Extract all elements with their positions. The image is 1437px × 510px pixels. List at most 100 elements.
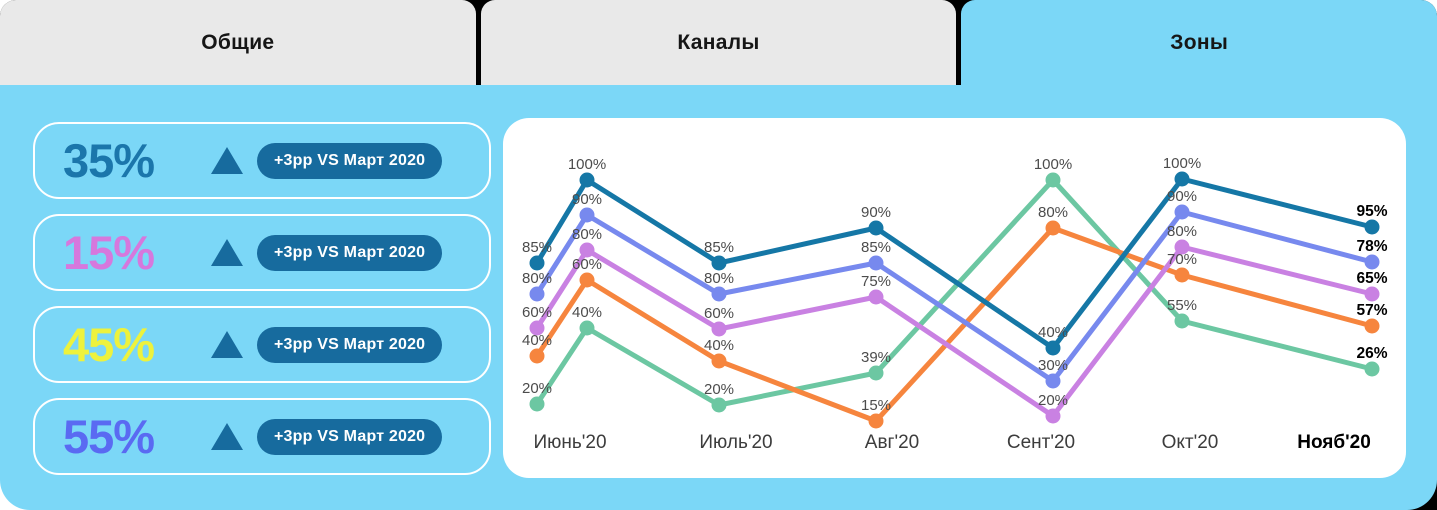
tab-obshchie[interactable]: Общие: [0, 0, 476, 85]
data-point-green: [1174, 313, 1190, 329]
data-point-dark-blue: [529, 255, 545, 271]
data-point-orange: [1045, 220, 1061, 236]
data-point-periwinkle: [1174, 204, 1190, 220]
value-label-green: 20%: [704, 381, 734, 398]
value-label-orange: 70%: [1167, 251, 1197, 268]
data-point-periwinkle: [1364, 254, 1380, 270]
value-label-orchid: 60%: [522, 304, 552, 321]
kpi-trend-badge: +3pp VS Март 2020: [257, 142, 443, 179]
kpi-card: 45% +3pp VS Март 2020: [33, 306, 491, 383]
data-point-orchid: [1364, 286, 1380, 302]
data-point-green: [579, 320, 595, 336]
data-point-periwinkle: [868, 255, 884, 271]
data-point-orange: [711, 353, 727, 369]
content-panel: 35% +3pp VS Март 2020 15% +3pp VS Март 2020…: [0, 85, 1437, 510]
data-point-orange: [1174, 267, 1190, 283]
value-label-orchid: 80%: [572, 226, 602, 243]
value-label-periwinkle: 30%: [1038, 357, 1068, 374]
data-point-orchid: [1174, 239, 1190, 255]
value-label-periwinkle: 85%: [861, 239, 891, 256]
data-point-periwinkle: [711, 286, 727, 302]
triangle-up-icon: [211, 239, 243, 266]
tab-kanaly[interactable]: Каналы: [480, 0, 957, 85]
x-axis-label: Сент'20: [1007, 432, 1075, 453]
data-point-dark-blue: [1174, 171, 1190, 187]
value-label-green: 39%: [861, 349, 891, 366]
kpi-card: 55% +3pp VS Март 2020: [33, 398, 491, 475]
data-point-periwinkle: [1045, 373, 1061, 389]
value-label-periwinkle: 90%: [1167, 188, 1197, 205]
x-axis-label: Июль'20: [699, 432, 772, 453]
data-point-green: [868, 365, 884, 381]
data-point-orchid: [579, 242, 595, 258]
data-point-dark-blue: [1364, 219, 1380, 235]
data-point-green: [1045, 172, 1061, 188]
value-label-orchid: 65%: [1356, 270, 1387, 287]
value-label-green: 20%: [522, 380, 552, 397]
value-label-dark-blue: 100%: [568, 156, 606, 173]
value-label-orange: 40%: [522, 332, 552, 349]
data-point-dark-blue: [711, 255, 727, 271]
data-point-orchid: [711, 321, 727, 337]
x-axis-label: Окт'20: [1162, 432, 1219, 453]
value-label-dark-blue: 40%: [1038, 324, 1068, 341]
kpi-value: 15%: [63, 226, 155, 279]
kpi-trend-badge: +3pp VS Март 2020: [257, 418, 443, 455]
value-label-orange: 40%: [704, 337, 734, 354]
data-point-orchid: [1045, 408, 1061, 424]
value-label-dark-blue: 95%: [1356, 203, 1387, 220]
x-axis-label: Нояб'20: [1297, 432, 1371, 453]
value-label-green: 40%: [572, 304, 602, 321]
kpi-value: 35%: [63, 134, 155, 187]
value-label-periwinkle: 80%: [704, 270, 734, 287]
kpi-value: 45%: [63, 318, 155, 371]
value-label-orchid: 80%: [1167, 223, 1197, 240]
kpi-trend-badge: +3pp VS Март 2020: [257, 326, 443, 363]
value-label-green: 100%: [1034, 156, 1072, 173]
x-axis-label: Июнь'20: [533, 432, 606, 453]
value-label-orange: 57%: [1356, 302, 1387, 319]
zones-line-chart: 85% 100% 85% 90% 40% 100% 95% 80% 90% 80% 85% 30% 90…: [522, 155, 1388, 453]
data-point-orange: [529, 348, 545, 364]
data-point-green: [529, 396, 545, 412]
value-label-dark-blue: 85%: [704, 239, 734, 256]
data-point-dark-blue: [868, 220, 884, 236]
value-label-green: 26%: [1356, 345, 1387, 362]
data-point-orange: [868, 413, 884, 429]
value-label-dark-blue: 85%: [522, 239, 552, 256]
triangle-up-icon: [211, 331, 243, 358]
data-point-dark-blue: [579, 172, 595, 188]
value-label-periwinkle: 80%: [522, 270, 552, 287]
kpi-card: 35% +3pp VS Март 2020: [33, 122, 491, 199]
data-point-green: [711, 397, 727, 413]
data-point-dark-blue: [1045, 340, 1061, 356]
data-point-orange: [579, 272, 595, 288]
kpi-card: 15% +3pp VS Март 2020: [33, 214, 491, 291]
data-point-green: [1364, 361, 1380, 377]
value-label-green: 55%: [1167, 297, 1197, 314]
value-label-dark-blue: 90%: [861, 204, 891, 221]
value-label-orchid: 60%: [704, 305, 734, 322]
kpi-value: 55%: [63, 410, 155, 463]
value-label-periwinkle: 90%: [572, 191, 602, 208]
line-orange: [534, 225, 1375, 424]
data-point-orange: [1364, 318, 1380, 334]
value-label-orchid: 20%: [1038, 392, 1068, 409]
value-label-orchid: 75%: [861, 273, 891, 290]
data-point-periwinkle: [529, 286, 545, 302]
data-point-orchid: [868, 289, 884, 305]
value-label-orange: 60%: [572, 256, 602, 273]
chart-card: 85% 100% 85% 90% 40% 100% 95% 80% 90% 80% 85% 30% 90…: [503, 118, 1406, 478]
value-label-dark-blue: 100%: [1163, 155, 1201, 172]
triangle-up-icon: [211, 423, 243, 450]
triangle-up-icon: [211, 147, 243, 174]
value-label-orange: 15%: [861, 397, 891, 414]
value-label-orange: 80%: [1038, 204, 1068, 221]
tab-bar: Общие Каналы Зоны: [0, 0, 1437, 85]
x-axis-label: Авг'20: [865, 432, 919, 453]
data-point-orchid: [529, 320, 545, 336]
tab-zony[interactable]: Зоны: [961, 0, 1437, 85]
kpi-trend-badge: +3pp VS Март 2020: [257, 234, 443, 271]
value-label-periwinkle: 78%: [1356, 238, 1387, 255]
